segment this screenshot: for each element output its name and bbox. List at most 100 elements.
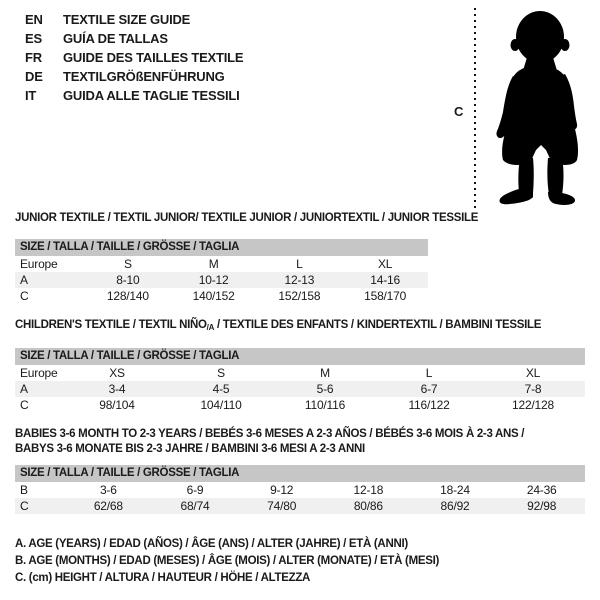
table-row: B 3-6 6-9 9-12 12-18 18-24 24-36	[15, 482, 585, 498]
section-title-line: JUNIOR TEXTILE / TEXTIL JUNIOR/ TEXTILE …	[15, 211, 585, 226]
size-guide-sections: JUNIOR TEXTILE / TEXTIL JUNIOR/ TEXTILE …	[15, 211, 585, 514]
size-section: JUNIOR TEXTILE / TEXTIL JUNIOR/ TEXTILE …	[15, 211, 585, 304]
legend-line: B. AGE (MONTHS) / EDAD (MESES) / ÂGE (MO…	[15, 555, 440, 567]
cell-value: 7-8	[524, 382, 542, 396]
cell-value: 68/74	[180, 499, 210, 513]
height-dotted-line	[474, 8, 476, 209]
cell-value: 6-7	[420, 382, 438, 396]
height-figure: C	[452, 6, 600, 218]
cell-value: M	[320, 366, 330, 380]
size-table: SIZE / TALLA / TAILLE / GRÖSSE / TAGLIA E…	[15, 239, 428, 304]
language-code: IT	[25, 88, 37, 103]
cell-value: 5-6	[316, 382, 334, 396]
row-label: C	[20, 289, 29, 303]
row-label: A	[20, 382, 28, 396]
cell-value: 3-4	[108, 382, 126, 396]
cell-value: 158/170	[364, 289, 407, 303]
cell-value: 8-10	[116, 273, 140, 287]
cell-value: 4-5	[212, 382, 230, 396]
cell-value: 80/86	[353, 499, 383, 513]
language-name: TEXTILE SIZE GUIDE	[63, 12, 191, 27]
section-title-line: CHILDREN'S TEXTILE / TEXTIL NIÑO/A / TEX…	[15, 318, 585, 335]
cell-value: 116/122	[408, 398, 450, 412]
cell-value: 62/68	[93, 499, 123, 513]
row-label: C	[20, 499, 29, 513]
section-title-line: BABYS 3-6 MONATE BIS 2-3 JAHRE / BAMBINI…	[15, 442, 585, 457]
row-label: B	[20, 483, 28, 497]
size-table: SIZE / TALLA / TAILLE / GRÖSSE / TAGLIA E…	[15, 348, 585, 413]
table-row: Europe XS S M L XL	[15, 365, 585, 381]
table-size-header: SIZE / TALLA / TAILLE / GRÖSSE / TAGLIA	[15, 239, 428, 256]
row-label: Europe	[20, 366, 58, 380]
title-segment: CHILDREN'S TEXTILE / TEXTIL NIÑO	[15, 319, 207, 331]
language-row: DE TEXTILGRÖßENFÜHRUNG	[25, 67, 243, 86]
legend-line: A. AGE (YEARS) / EDAD (AÑOS) / ÂGE (ANS)…	[15, 538, 408, 550]
cell-value: 9-12	[270, 483, 294, 497]
table-size-header: SIZE / TALLA / TAILLE / GRÖSSE / TAGLIA	[15, 465, 585, 482]
cell-value: 110/116	[304, 398, 346, 412]
row-label: Europe	[20, 257, 58, 271]
title-segment: /A	[206, 323, 215, 332]
table-row: A 3-4 4-5 5-6 6-7 7-8	[15, 381, 585, 397]
section-title: BABIES 3-6 MONTH TO 2-3 YEARS / BEBÉS 3-…	[15, 427, 585, 457]
size-table: SIZE / TALLA / TAILLE / GRÖSSE / TAGLIA B…	[15, 465, 585, 514]
language-name: GUÍA DE TALLAS	[63, 31, 168, 46]
cell-value: 12-13	[284, 273, 315, 287]
title-segment: BABYS 3-6 MONATE BIS 2-3 JAHRE / BAMBINI…	[15, 443, 365, 455]
row-label: A	[20, 273, 28, 287]
row-label: C	[20, 398, 29, 412]
cell-value: 152/158	[278, 289, 321, 303]
title-segment: / TEXTILE DES ENFANTS / KINDERTEXTIL / B…	[214, 319, 542, 331]
cell-value: 14-16	[370, 273, 400, 287]
language-row: ES GUÍA DE TALLAS	[25, 29, 243, 48]
table-row: C 128/140 140/152 152/158 158/170	[15, 288, 428, 304]
language-name: GUIDE DES TAILLES TEXTILE	[63, 50, 244, 65]
cell-value: 6-9	[186, 483, 204, 497]
cell-value: S	[123, 257, 132, 271]
cell-value: 18-24	[440, 483, 470, 497]
cell-value: 12-18	[353, 483, 384, 497]
cell-value: XL	[377, 257, 393, 271]
cell-value: 24-36	[526, 483, 557, 497]
cell-value: XL	[525, 366, 541, 380]
cell-value: 86/92	[440, 499, 470, 513]
cell-value: 104/110	[200, 398, 242, 412]
legend: A. AGE (YEARS) / EDAD (AÑOS) / ÂGE (ANS)…	[15, 536, 585, 587]
cell-value: 10-12	[198, 273, 229, 287]
title-segment: BABIES 3-6 MONTH TO 2-3 YEARS / BEBÉS 3-…	[15, 428, 525, 440]
language-code: FR	[25, 50, 42, 65]
cell-value: L	[425, 366, 433, 380]
language-list: EN TEXTILE SIZE GUIDE ES GUÍA DE TALLAS FR GU…	[25, 10, 244, 105]
size-section: CHILDREN'S TEXTILE / TEXTIL NIÑO/A / TEX…	[15, 318, 585, 413]
language-row: FR GUIDE DES TAILLES TEXTILE	[25, 48, 244, 67]
section-title-line: BABIES 3-6 MONTH TO 2-3 YEARS / BEBÉS 3-…	[15, 427, 585, 442]
language-name: GUIDA ALLE TAGLIE TESSILI	[63, 88, 240, 103]
height-label: C	[454, 104, 464, 119]
language-code: ES	[25, 31, 42, 46]
table-row: C 98/104 104/110 110/116 116/122 122/128	[15, 397, 585, 413]
title-segment: JUNIOR TEXTILE / TEXTIL JUNIOR/ TEXTILE …	[15, 212, 479, 224]
cell-value: 140/152	[192, 289, 235, 303]
cell-value: 98/104	[99, 398, 135, 412]
cell-value: 3-6	[99, 483, 117, 497]
section-title: CHILDREN'S TEXTILE / TEXTIL NIÑO/A / TEX…	[15, 318, 585, 335]
table-row: C 62/68 68/74 74/80 80/86 86/92 92/98	[15, 498, 585, 514]
cell-value: 122/128	[512, 398, 554, 412]
section-title: JUNIOR TEXTILE / TEXTIL JUNIOR/ TEXTILE …	[15, 211, 585, 226]
language-row: IT GUIDA ALLE TAGLIE TESSILI	[25, 86, 243, 105]
language-name: TEXTILGRÖßENFÜHRUNG	[63, 69, 225, 84]
baby-silhouette-icon	[496, 11, 579, 205]
cell-value: M	[208, 257, 219, 271]
table-size-header: SIZE / TALLA / TAILLE / GRÖSSE / TAGLIA	[15, 348, 585, 365]
cell-value: XS	[109, 366, 125, 380]
cell-value: S	[217, 366, 225, 380]
language-row: EN TEXTILE SIZE GUIDE	[25, 10, 243, 29]
legend-line: C. (cm) HEIGHT / ALTURA / HAUTEUR / HÖHE…	[15, 572, 311, 584]
cell-value: 128/140	[106, 289, 149, 303]
cell-value: 74/80	[267, 499, 297, 513]
size-section: BABIES 3-6 MONTH TO 2-3 YEARS / BEBÉS 3-…	[15, 427, 585, 514]
cell-value: 92/98	[527, 499, 557, 513]
language-code: EN	[25, 12, 43, 27]
table-row: A 8-10 10-12 12-13 14-16	[15, 272, 428, 288]
